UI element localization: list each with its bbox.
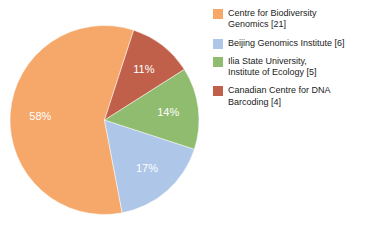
svg-text:14%: 14% bbox=[157, 106, 179, 118]
html-text:Beijing Genomics Institute [6]: Beijing Genomics Institute [6] bbox=[228, 37, 345, 48]
svg-text:17%: 17% bbox=[136, 162, 158, 174]
svg-text:58%: 58% bbox=[29, 110, 51, 122]
svg-text:11%: 11% bbox=[133, 63, 154, 75]
html-text:Canadian Centre for DNA Barcod: Canadian Centre for DNA Barcoding [4] bbox=[228, 85, 331, 107]
html-text:Centre for Biodiversity Genomi: Centre for Biodiversity Genomics [21] bbox=[228, 8, 317, 30]
html-text:Ilia State University, Institu: Ilia State University, Institute of Ecol… bbox=[228, 55, 317, 77]
